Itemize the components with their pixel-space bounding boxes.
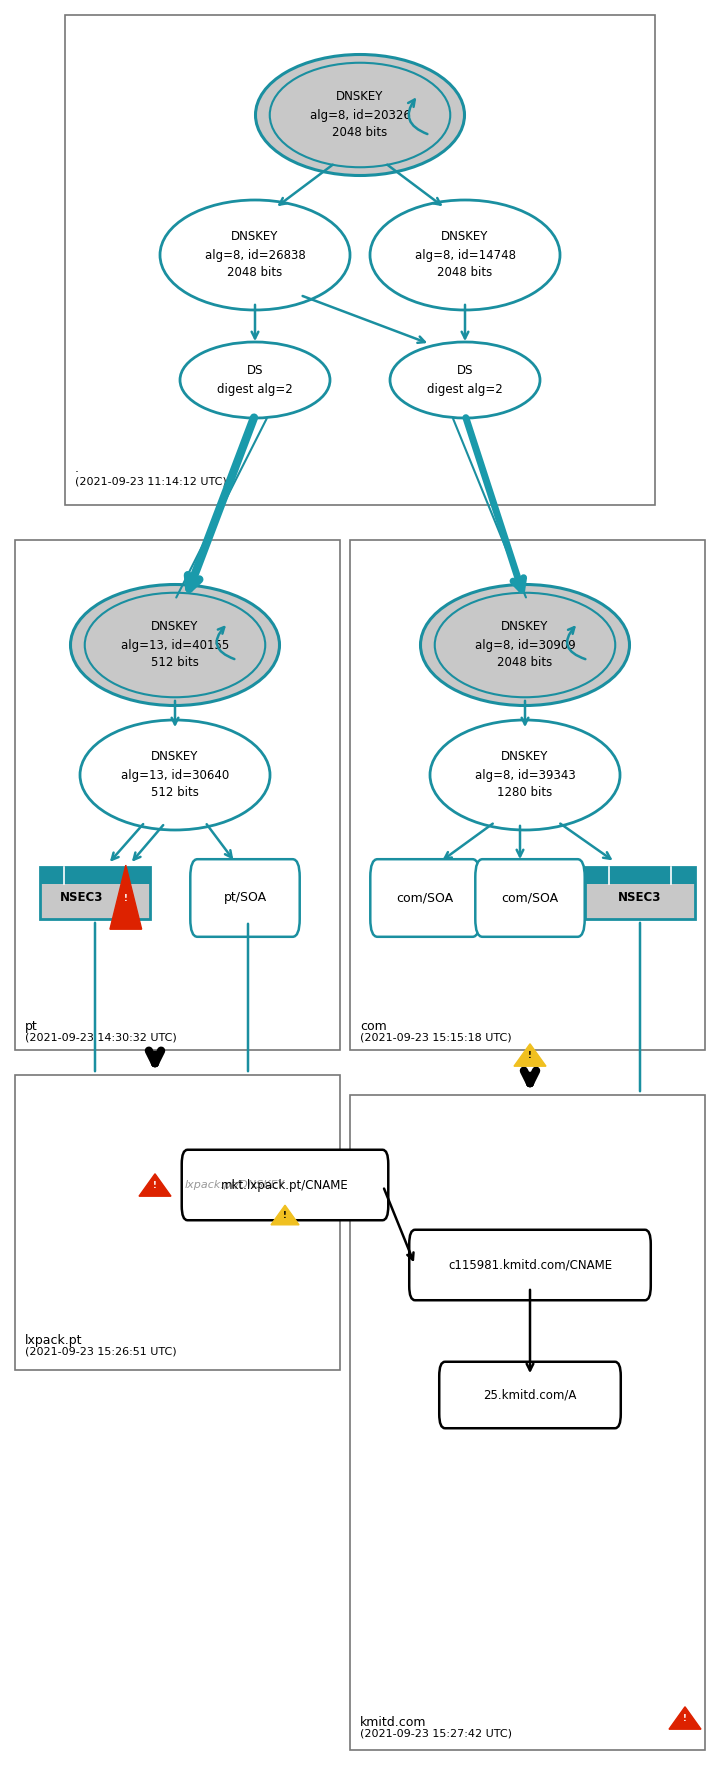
- Ellipse shape: [270, 62, 450, 167]
- Ellipse shape: [160, 199, 350, 310]
- Polygon shape: [669, 1707, 701, 1728]
- Text: DNSKEY
alg=8, id=39343
1280 bits: DNSKEY alg=8, id=39343 1280 bits: [474, 751, 575, 799]
- Bar: [65, 14, 655, 506]
- Text: DNSKEY
alg=8, id=14748
2048 bits: DNSKEY alg=8, id=14748 2048 bits: [415, 230, 516, 279]
- Text: kmitd.com: kmitd.com: [360, 1716, 427, 1728]
- Text: pt/SOA: pt/SOA: [224, 892, 267, 904]
- Text: !: !: [683, 1714, 687, 1723]
- Polygon shape: [139, 1173, 171, 1196]
- Text: (2021-09-23 15:27:42 UTC): (2021-09-23 15:27:42 UTC): [360, 1728, 512, 1739]
- Text: com/SOA: com/SOA: [397, 892, 454, 904]
- FancyBboxPatch shape: [182, 1150, 389, 1221]
- FancyBboxPatch shape: [190, 860, 300, 936]
- Text: mkt.lxpack.pt/CNAME: mkt.lxpack.pt/CNAME: [221, 1178, 349, 1191]
- Ellipse shape: [370, 199, 560, 310]
- Text: NSEC3: NSEC3: [60, 890, 104, 904]
- Text: (2021-09-23 14:30:32 UTC): (2021-09-23 14:30:32 UTC): [25, 1032, 177, 1043]
- Ellipse shape: [85, 593, 265, 698]
- Text: NSEC3: NSEC3: [619, 890, 662, 904]
- Text: DNSKEY
alg=13, id=30640
512 bits: DNSKEY alg=13, id=30640 512 bits: [121, 751, 229, 799]
- Text: .: .: [75, 463, 79, 475]
- Bar: [585, 867, 695, 918]
- Bar: [15, 1075, 340, 1371]
- Text: lxpack.pt/DNSKEY: lxpack.pt/DNSKEY: [185, 1180, 286, 1191]
- Text: 25.kmitd.com/A: 25.kmitd.com/A: [483, 1388, 577, 1401]
- Text: !: !: [528, 1052, 532, 1061]
- Ellipse shape: [255, 55, 464, 176]
- Text: (2021-09-23 11:14:12 UTC): (2021-09-23 11:14:12 UTC): [75, 477, 226, 488]
- Text: DS
digest alg=2: DS digest alg=2: [217, 365, 293, 395]
- Text: DNSKEY
alg=8, id=30909
2048 bits: DNSKEY alg=8, id=30909 2048 bits: [474, 621, 575, 669]
- FancyBboxPatch shape: [439, 1362, 621, 1428]
- Ellipse shape: [420, 584, 629, 705]
- Ellipse shape: [71, 584, 280, 705]
- Polygon shape: [514, 1043, 546, 1066]
- Text: DS
digest alg=2: DS digest alg=2: [427, 365, 503, 395]
- Ellipse shape: [180, 342, 330, 418]
- Polygon shape: [271, 1205, 299, 1225]
- FancyBboxPatch shape: [371, 860, 479, 936]
- Text: (2021-09-23 15:26:51 UTC): (2021-09-23 15:26:51 UTC): [25, 1347, 177, 1356]
- Text: DNSKEY
alg=8, id=26838
2048 bits: DNSKEY alg=8, id=26838 2048 bits: [205, 230, 306, 279]
- Bar: [350, 1095, 705, 1750]
- Ellipse shape: [390, 342, 540, 418]
- Ellipse shape: [435, 593, 615, 698]
- Text: com: com: [360, 1020, 386, 1032]
- Ellipse shape: [80, 719, 270, 829]
- Bar: [585, 867, 695, 883]
- Text: (2021-09-23 15:15:18 UTC): (2021-09-23 15:15:18 UTC): [360, 1032, 512, 1043]
- Text: !: !: [153, 1182, 157, 1191]
- Ellipse shape: [430, 719, 620, 829]
- Bar: [15, 539, 340, 1050]
- FancyBboxPatch shape: [475, 860, 585, 936]
- FancyBboxPatch shape: [410, 1230, 651, 1299]
- Text: DNSKEY
alg=8, id=20326
2048 bits: DNSKEY alg=8, id=20326 2048 bits: [309, 91, 410, 139]
- Text: !: !: [283, 1210, 287, 1221]
- Text: pt: pt: [25, 1020, 37, 1032]
- Bar: [40, 867, 150, 883]
- Bar: [350, 539, 705, 1050]
- Text: DNSKEY
alg=13, id=40155
512 bits: DNSKEY alg=13, id=40155 512 bits: [121, 621, 229, 669]
- Text: com/SOA: com/SOA: [501, 892, 559, 904]
- Text: lxpack.pt: lxpack.pt: [25, 1333, 82, 1347]
- Polygon shape: [110, 865, 141, 929]
- Bar: [40, 867, 150, 918]
- Text: c115981.kmitd.com/CNAME: c115981.kmitd.com/CNAME: [448, 1258, 612, 1271]
- Text: !: !: [124, 894, 128, 904]
